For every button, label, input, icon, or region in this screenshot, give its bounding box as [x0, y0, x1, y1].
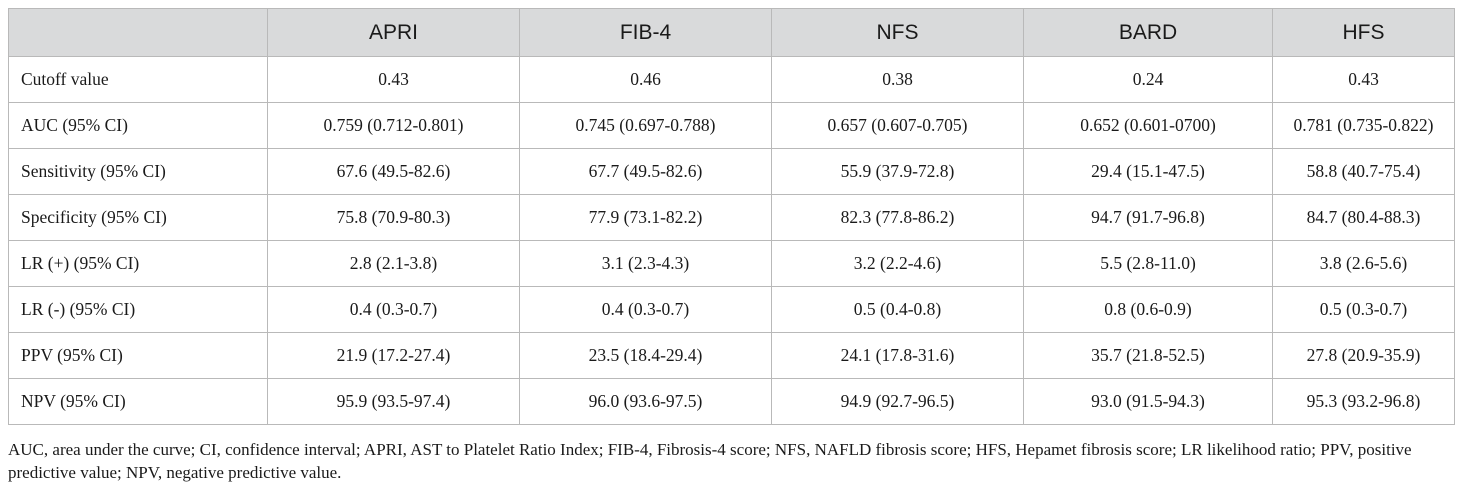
row-label: Sensitivity (95% CI)	[8, 148, 268, 195]
table-cell: 29.4 (15.1-47.5)	[1023, 148, 1273, 195]
data-table-container: APRI FIB-4 NFS BARD HFS Cutoff value 0.4…	[8, 8, 1455, 425]
table-row: Specificity (95% CI) 75.8 (70.9-80.3) 77…	[8, 194, 1455, 241]
header-cell-hfs: HFS	[1272, 8, 1455, 57]
table-cell: 0.4 (0.3-0.7)	[519, 286, 772, 333]
table-cell: 3.1 (2.3-4.3)	[519, 240, 772, 287]
table-cell: 58.8 (40.7-75.4)	[1272, 148, 1455, 195]
table-cell: 95.3 (93.2-96.8)	[1272, 378, 1455, 425]
table-cell: 0.652 (0.601-0700)	[1023, 102, 1273, 149]
header-cell-bard: BARD	[1023, 8, 1273, 57]
table-cell: 67.7 (49.5-82.6)	[519, 148, 772, 195]
table-cell: 21.9 (17.2-27.4)	[267, 332, 520, 379]
table-cell: 2.8 (2.1-3.8)	[267, 240, 520, 287]
table-cell: 93.0 (91.5-94.3)	[1023, 378, 1273, 425]
table-cell: 0.38	[771, 56, 1024, 103]
table-cell: 55.9 (37.9-72.8)	[771, 148, 1024, 195]
table-footnote: AUC, area under the curve; CI, confidenc…	[8, 440, 1412, 482]
table-cell: 0.8 (0.6-0.9)	[1023, 286, 1273, 333]
header-cell-empty	[8, 8, 268, 57]
table-row: NPV (95% CI) 95.9 (93.5-97.4) 96.0 (93.6…	[8, 378, 1455, 425]
table-cell: 0.4 (0.3-0.7)	[267, 286, 520, 333]
table-cell: 3.8 (2.6-5.6)	[1272, 240, 1455, 287]
table-row: LR (-) (95% CI) 0.4 (0.3-0.7) 0.4 (0.3-0…	[8, 286, 1455, 333]
table-row: AUC (95% CI) 0.759 (0.712-0.801) 0.745 (…	[8, 102, 1455, 149]
table-cell: 3.2 (2.2-4.6)	[771, 240, 1024, 287]
table-cell: 94.7 (91.7-96.8)	[1023, 194, 1273, 241]
table-row: LR (+) (95% CI) 2.8 (2.1-3.8) 3.1 (2.3-4…	[8, 240, 1455, 287]
table-cell: 0.43	[267, 56, 520, 103]
row-label: NPV (95% CI)	[8, 378, 268, 425]
table-row: Cutoff value 0.43 0.46 0.38 0.24 0.43	[8, 56, 1455, 103]
row-label: Cutoff value	[8, 56, 268, 103]
table-cell: 0.5 (0.4-0.8)	[771, 286, 1024, 333]
row-label: Specificity (95% CI)	[8, 194, 268, 241]
row-label: LR (+) (95% CI)	[8, 240, 268, 287]
row-label: LR (-) (95% CI)	[8, 286, 268, 333]
table-cell: 96.0 (93.6-97.5)	[519, 378, 772, 425]
table-cell: 0.46	[519, 56, 772, 103]
table-cell: 82.3 (77.8-86.2)	[771, 194, 1024, 241]
row-label: PPV (95% CI)	[8, 332, 268, 379]
table-cell: 0.5 (0.3-0.7)	[1272, 286, 1455, 333]
table-cell: 0.657 (0.607-0.705)	[771, 102, 1024, 149]
table-cell: 0.43	[1272, 56, 1455, 103]
table-cell: 75.8 (70.9-80.3)	[267, 194, 520, 241]
diagnostic-performance-table: APRI FIB-4 NFS BARD HFS Cutoff value 0.4…	[8, 8, 1455, 425]
header-row: APRI FIB-4 NFS BARD HFS	[8, 8, 1455, 57]
table-cell: 0.781 (0.735-0.822)	[1272, 102, 1455, 149]
table-cell: 95.9 (93.5-97.4)	[267, 378, 520, 425]
header-cell-nfs: NFS	[771, 8, 1024, 57]
row-label: AUC (95% CI)	[8, 102, 268, 149]
table-row: Sensitivity (95% CI) 67.6 (49.5-82.6) 67…	[8, 148, 1455, 195]
table-row: PPV (95% CI) 21.9 (17.2-27.4) 23.5 (18.4…	[8, 332, 1455, 379]
table-cell: 84.7 (80.4-88.3)	[1272, 194, 1455, 241]
table-cell: 27.8 (20.9-35.9)	[1272, 332, 1455, 379]
table-cell: 0.24	[1023, 56, 1273, 103]
table-cell: 5.5 (2.8-11.0)	[1023, 240, 1273, 287]
table-cell: 23.5 (18.4-29.4)	[519, 332, 772, 379]
header-cell-fib4: FIB-4	[519, 8, 772, 57]
table-cell: 67.6 (49.5-82.6)	[267, 148, 520, 195]
table-cell: 77.9 (73.1-82.2)	[519, 194, 772, 241]
table-cell: 94.9 (92.7-96.5)	[771, 378, 1024, 425]
table-cell: 0.745 (0.697-0.788)	[519, 102, 772, 149]
table-cell: 0.759 (0.712-0.801)	[267, 102, 520, 149]
table-cell: 35.7 (21.8-52.5)	[1023, 332, 1273, 379]
header-cell-apri: APRI	[267, 8, 520, 57]
table-cell: 24.1 (17.8-31.6)	[771, 332, 1024, 379]
